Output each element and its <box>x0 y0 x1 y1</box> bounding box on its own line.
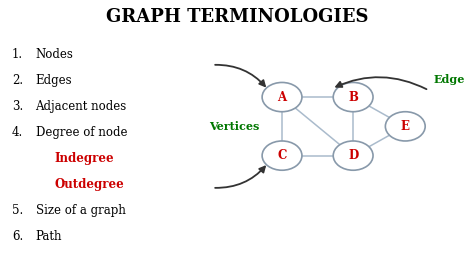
Text: Adjacent nodes: Adjacent nodes <box>36 100 127 113</box>
Text: 5.: 5. <box>12 204 23 217</box>
Text: 1.: 1. <box>12 48 23 61</box>
Text: 4.: 4. <box>12 126 23 139</box>
Text: Degree of node: Degree of node <box>36 126 127 139</box>
Text: C: C <box>277 149 287 162</box>
Text: Edge: Edge <box>434 74 465 85</box>
Ellipse shape <box>262 82 302 112</box>
Text: Vertices: Vertices <box>210 121 260 132</box>
Text: 6.: 6. <box>12 230 23 243</box>
Text: Nodes: Nodes <box>36 48 73 61</box>
Text: Edges: Edges <box>36 74 72 87</box>
Text: B: B <box>348 91 358 103</box>
Ellipse shape <box>333 82 373 112</box>
Text: D: D <box>348 149 358 162</box>
Text: Path: Path <box>36 230 62 243</box>
Ellipse shape <box>262 141 302 170</box>
Ellipse shape <box>333 141 373 170</box>
Text: Outdegree: Outdegree <box>55 178 124 191</box>
Ellipse shape <box>385 112 425 141</box>
Text: Size of a graph: Size of a graph <box>36 204 126 217</box>
Text: 3.: 3. <box>12 100 23 113</box>
Text: GRAPH TERMINOLOGIES: GRAPH TERMINOLOGIES <box>106 8 368 26</box>
Text: 2.: 2. <box>12 74 23 87</box>
Text: A: A <box>277 91 287 103</box>
Text: Indegree: Indegree <box>55 152 114 165</box>
Text: E: E <box>401 120 410 133</box>
